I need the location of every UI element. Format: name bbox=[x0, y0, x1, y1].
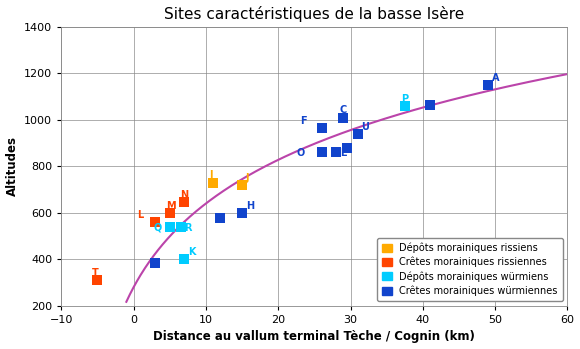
Y-axis label: Altitudes: Altitudes bbox=[6, 136, 19, 196]
Legend: Dépôts morainiques rissiens, Crêtes morainiques rissiennes, Dépôts morainiques w: Dépôts morainiques rissiens, Crêtes mora… bbox=[377, 238, 563, 301]
Text: J: J bbox=[246, 173, 249, 183]
Text: F: F bbox=[300, 116, 306, 126]
Point bbox=[165, 224, 175, 230]
Point bbox=[331, 150, 340, 155]
Text: G: G bbox=[217, 213, 224, 223]
Text: C: C bbox=[340, 105, 347, 115]
Text: H: H bbox=[246, 201, 254, 210]
Point bbox=[208, 180, 218, 185]
Text: Q: Q bbox=[154, 223, 162, 233]
Text: K: K bbox=[188, 247, 195, 257]
Point bbox=[93, 277, 102, 283]
Text: U: U bbox=[361, 121, 369, 132]
Text: T: T bbox=[92, 268, 99, 279]
Point bbox=[176, 224, 185, 230]
X-axis label: Distance au vallum terminal Tèche / Cognin (km): Distance au vallum terminal Tèche / Cogn… bbox=[154, 331, 475, 343]
Point bbox=[151, 220, 160, 225]
Text: L: L bbox=[137, 210, 143, 220]
Point bbox=[165, 210, 175, 216]
Point bbox=[353, 131, 362, 136]
Text: A: A bbox=[491, 73, 499, 83]
Text: D: D bbox=[343, 143, 351, 154]
Title: Sites caractéristiques de la basse Isère: Sites caractéristiques de la basse Isère bbox=[164, 6, 465, 22]
Text: S: S bbox=[151, 259, 159, 269]
Text: O: O bbox=[296, 148, 304, 158]
Point bbox=[400, 103, 409, 109]
Point bbox=[425, 102, 434, 107]
Point bbox=[317, 150, 326, 155]
Point bbox=[237, 210, 246, 216]
Text: B: B bbox=[426, 101, 434, 111]
Point bbox=[151, 260, 160, 266]
Point bbox=[483, 82, 492, 88]
Point bbox=[237, 182, 246, 188]
Point bbox=[317, 125, 326, 131]
Point bbox=[339, 115, 348, 120]
Text: M: M bbox=[166, 201, 176, 210]
Text: P: P bbox=[401, 94, 408, 104]
Text: N: N bbox=[180, 190, 188, 200]
Text: R: R bbox=[184, 223, 192, 233]
Text: E: E bbox=[340, 148, 346, 158]
Point bbox=[180, 257, 189, 262]
Point bbox=[216, 215, 225, 220]
Point bbox=[180, 200, 189, 205]
Point bbox=[342, 145, 351, 150]
Text: I: I bbox=[209, 170, 213, 180]
